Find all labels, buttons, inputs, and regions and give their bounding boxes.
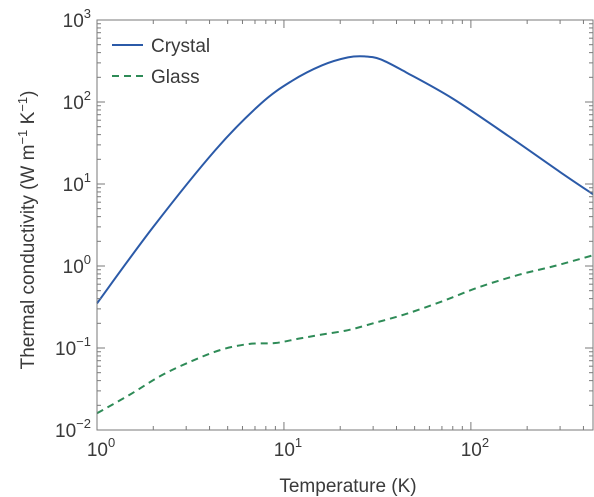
legend: Crystal Glass — [112, 36, 210, 88]
x-axis-tick-labels: 100 101 102 — [87, 435, 489, 461]
y-tick-label: 103 — [63, 6, 91, 32]
plot-frame — [96, 19, 594, 431]
series-layer — [96, 55, 594, 415]
x-tick-label: 102 — [461, 435, 489, 461]
legend-label-glass: Glass — [151, 67, 200, 88]
y-tick-label: 100 — [63, 252, 91, 278]
axis-ticks — [96, 19, 593, 431]
x-tick-label: 101 — [274, 435, 302, 461]
series-line-glass — [96, 254, 594, 415]
series-line-crystal — [96, 55, 594, 304]
y-tick-label: 10−2 — [55, 416, 91, 442]
y-axis-title: Thermal conductivity (W m−1 K−1) — [15, 91, 39, 370]
y-tick-label: 102 — [63, 88, 91, 114]
y-axis-tick-labels: 10−2 10−1 100 101 102 103 — [55, 6, 91, 442]
x-tick-label: 100 — [87, 435, 115, 461]
y-tick-label: 10−1 — [55, 334, 91, 360]
y-tick-label: 101 — [63, 170, 91, 196]
legend-label-crystal: Crystal — [151, 36, 210, 57]
x-axis-title: Temperature (K) — [279, 476, 416, 497]
